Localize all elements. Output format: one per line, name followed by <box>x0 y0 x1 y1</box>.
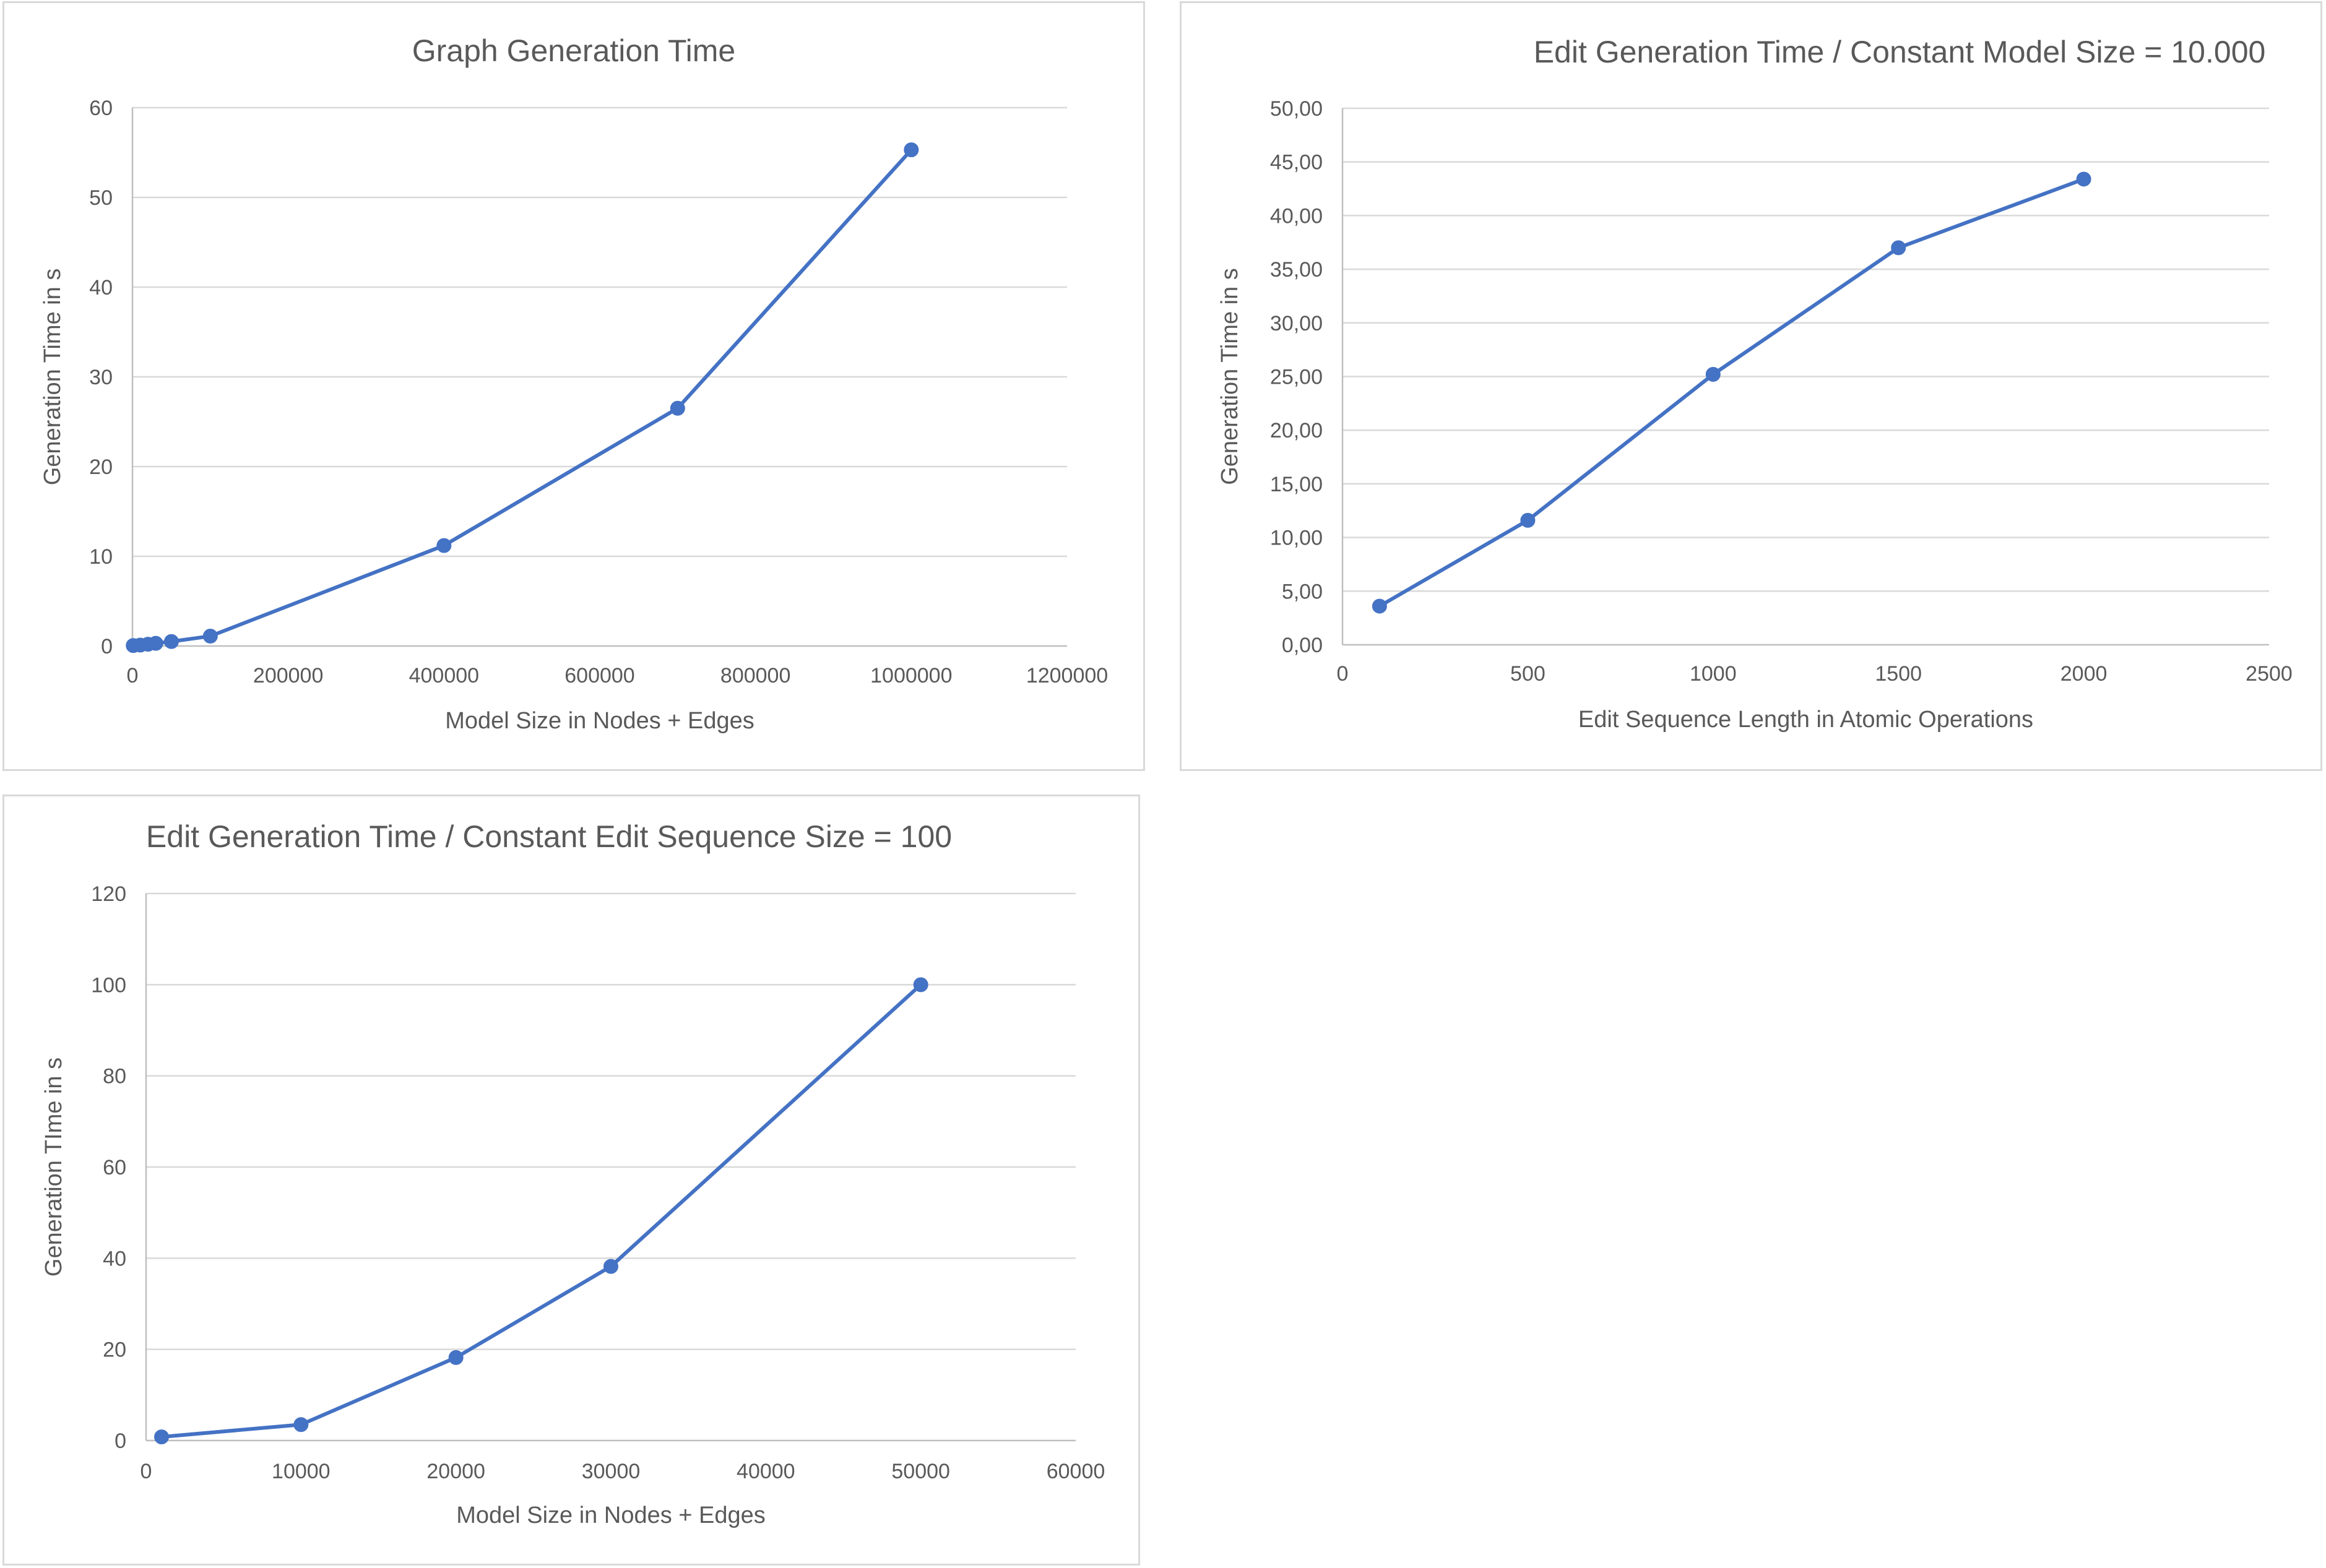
chart-2-y-tick-label: 50,00 <box>1270 97 1323 121</box>
chart-3-y-tick-label: 40 <box>103 1247 126 1270</box>
chart-2-data-point <box>2076 171 2091 187</box>
chart-2-x-tick-label: 500 <box>1510 662 1546 686</box>
chart-graph-generation-time: Graph Generation Time 0 10 20 30 40 50 60 0 20000… <box>2 1 1145 771</box>
chart-1-y-tick-label: 50 <box>89 186 113 210</box>
chart-1-y-tick-label: 30 <box>89 366 113 389</box>
chart-3-data-point <box>293 1417 309 1432</box>
chart-3-y-tick-label: 0 <box>115 1429 126 1453</box>
chart-1-y-tick-label: 0 <box>101 635 113 658</box>
chart-edit-generation-time-constant-model-size: Edit Generation Time / Constant Model Si… <box>1180 1 2322 771</box>
chart-1-x-tick-label: 400000 <box>409 664 479 687</box>
chart-3-x-tick-label: 40000 <box>737 1460 795 1483</box>
chart-3-y-tick-label: 100 <box>91 973 126 997</box>
chart-2-y-tick-label: 40,00 <box>1270 204 1323 228</box>
chart-2-data-point <box>1891 240 1906 256</box>
chart-2-y-tick-label: 10,00 <box>1270 527 1323 550</box>
chart-3-svg: Edit Generation Time / Constant Edit Seq… <box>41 819 1105 1528</box>
chart-3-y-tick-label: 20 <box>103 1338 126 1362</box>
chart-1-data-point <box>202 629 218 644</box>
chart-3-series-line <box>160 983 923 1439</box>
chart-1-y-tick-label: 40 <box>89 276 113 299</box>
chart-3-x-tick-label: 50000 <box>891 1460 950 1483</box>
chart-2-y-tick-label: 15,00 <box>1270 473 1323 496</box>
chart-3-y-tick-label: 120 <box>91 882 126 906</box>
chart-1-x-tick-label: 800000 <box>720 664 790 687</box>
chart-2-y-tick-label: 5,00 <box>1282 580 1323 603</box>
chart-3-x-tick-label: 10000 <box>272 1460 331 1483</box>
chart-3-y-tick-label: 60 <box>103 1156 126 1179</box>
chart-1-x-axis-title: Model Size in Nodes + Edges <box>445 708 754 734</box>
chart-1-y-axis-title: Generation Time in s <box>40 269 66 486</box>
chart-2-x-tick-label: 2500 <box>2246 662 2293 686</box>
chart-2-x-tick-label: 1000 <box>1690 662 1737 686</box>
chart-2-x-tick-label: 1500 <box>1875 662 1922 686</box>
chart-1-data-point <box>163 634 179 649</box>
chart-2-svg: Edit Generation Time / Constant Model Si… <box>1217 35 2293 733</box>
chart-2-y-tick-label: 30,00 <box>1270 312 1323 335</box>
chart-3-y-axis-title: Generation TIme in s <box>41 1058 67 1277</box>
chart-2-y-axis-title: Generation Time in s <box>1217 268 1243 485</box>
chart-3-x-tick-label: 60000 <box>1047 1460 1105 1483</box>
chart-1-y-tick-label: 20 <box>89 455 113 479</box>
chart-3-title: Edit Generation Time / Constant Edit Seq… <box>146 819 952 854</box>
chart-1-data-point <box>436 538 452 553</box>
chart-3-data-point <box>603 1259 618 1274</box>
chart-3-x-tick-label: 20000 <box>426 1460 485 1483</box>
chart-2-x-axis-title: Edit Sequence Length in Atomic Operation… <box>1578 707 2033 733</box>
chart-3-data-point <box>448 1350 464 1365</box>
chart-3-data-point <box>154 1429 170 1445</box>
chart-edit-generation-time-constant-edit-sequence-size: Edit Generation Time / Constant Edit Seq… <box>2 795 1140 1566</box>
chart-2-x-tick-label: 2000 <box>2060 662 2108 686</box>
chart-1-x-tick-label: 200000 <box>253 664 323 687</box>
chart-1-x-tick-label: 1000000 <box>870 664 952 687</box>
chart-2-y-tick-label: 25,00 <box>1270 366 1323 389</box>
chart-1-data-point <box>904 142 919 158</box>
chart-1-x-tick-label: 1200000 <box>1026 664 1108 687</box>
chart-1-x-tick-label: 0 <box>127 664 139 687</box>
chart-1-y-tick-label: 10 <box>89 545 113 569</box>
chart-3-y-tick-label: 80 <box>103 1065 126 1088</box>
chart-1-series-line <box>131 148 914 648</box>
chart-2-y-tick-label: 45,00 <box>1270 151 1323 174</box>
chart-2-y-tick-label: 0,00 <box>1282 634 1323 657</box>
chart-1-data-point <box>148 635 163 651</box>
chart-1-x-tick-label: 600000 <box>564 664 634 687</box>
chart-2-title: Edit Generation Time / Constant Model Si… <box>1534 35 2266 69</box>
chart-2-data-point <box>1520 512 1536 528</box>
chart-3-x-tick-label: 0 <box>141 1460 152 1483</box>
chart-2-y-tick-label: 35,00 <box>1270 258 1323 282</box>
chart-1-title: Graph Generation Time <box>412 33 736 68</box>
chart-3-x-axis-title: Model Size in Nodes + Edges <box>456 1502 766 1528</box>
chart-3-data-point <box>913 977 928 993</box>
chart-2-data-point <box>1372 598 1387 614</box>
chart-1-y-tick-label: 60 <box>89 97 113 120</box>
chart-2-y-tick-label: 20,00 <box>1270 419 1323 442</box>
chart-2-x-tick-label: 0 <box>1337 662 1349 686</box>
chart-1-svg: Graph Generation Time 0 10 20 30 40 50 60 0 20000… <box>40 33 1108 734</box>
chart-1-data-point <box>670 400 685 416</box>
chart-2-series-line <box>1377 177 2086 608</box>
chart-2-data-point <box>1705 367 1721 382</box>
chart-3-x-tick-label: 30000 <box>582 1460 641 1483</box>
